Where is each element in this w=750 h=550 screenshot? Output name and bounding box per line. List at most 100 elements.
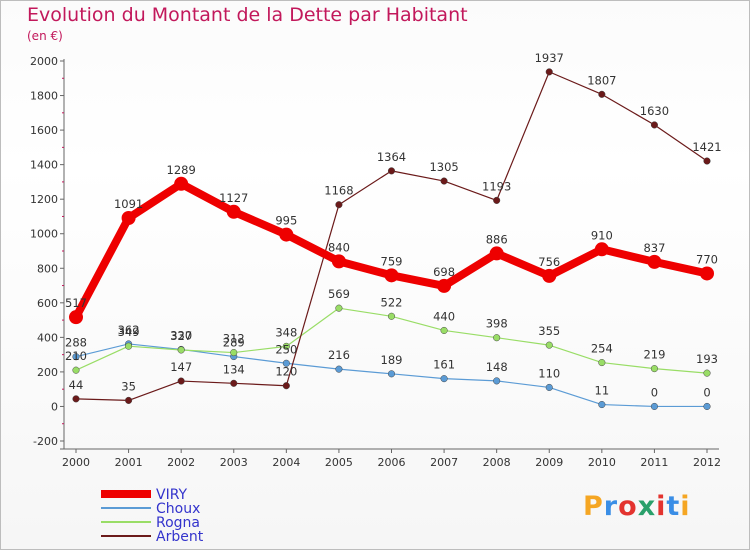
y-tick-label: 800 bbox=[37, 262, 58, 275]
data-label-rogna: 327 bbox=[170, 329, 192, 343]
data-label-choux: 0 bbox=[651, 385, 658, 399]
y-tick-label: 1200 bbox=[30, 193, 58, 206]
data-label-arbent: 1937 bbox=[535, 51, 564, 65]
x-tick-label: 2012 bbox=[693, 456, 721, 469]
data-point-rogna bbox=[335, 304, 343, 312]
data-label-choux: 289 bbox=[223, 336, 245, 350]
data-point-arbent bbox=[125, 396, 133, 404]
y-tick-label: 2000 bbox=[30, 55, 58, 68]
data-point-rogna bbox=[598, 359, 606, 367]
logo-letter: i bbox=[680, 491, 691, 522]
data-point-arbent bbox=[493, 196, 501, 204]
data-point-choux bbox=[387, 370, 396, 378]
data-point-viry bbox=[331, 254, 346, 269]
x-tick-label: 2008 bbox=[483, 456, 511, 469]
data-label-arbent: 1193 bbox=[482, 179, 511, 193]
y-tick-label: 0 bbox=[51, 400, 58, 413]
data-point-arbent bbox=[650, 121, 658, 129]
y-tick-label: 600 bbox=[37, 297, 58, 310]
data-label-arbent: 1807 bbox=[587, 73, 616, 87]
x-tick-label: 2005 bbox=[325, 456, 353, 469]
data-point-arbent bbox=[72, 395, 80, 403]
data-label-choux: 288 bbox=[65, 336, 87, 350]
data-label-viry: 837 bbox=[643, 241, 665, 255]
data-point-rogna bbox=[545, 341, 553, 349]
data-label-viry: 886 bbox=[486, 232, 508, 246]
data-label-choux: 110 bbox=[538, 366, 560, 380]
data-point-choux bbox=[72, 353, 80, 361]
y-tick-label: 400 bbox=[37, 331, 58, 344]
data-label-rogna: 440 bbox=[433, 309, 455, 323]
data-point-arbent bbox=[598, 90, 606, 98]
data-point-choux bbox=[598, 401, 606, 409]
data-point-viry bbox=[121, 211, 136, 226]
data-point-rogna bbox=[230, 349, 238, 357]
data-point-viry bbox=[647, 254, 662, 269]
data-label-viry: 698 bbox=[433, 265, 455, 279]
y-tick-label: 1600 bbox=[30, 124, 58, 137]
data-label-choux: 362 bbox=[118, 323, 140, 337]
data-point-choux bbox=[282, 359, 290, 367]
legend-label-viry: VIRY bbox=[156, 487, 188, 503]
data-label-arbent: 147 bbox=[170, 360, 192, 374]
data-label-viry: 1289 bbox=[167, 163, 196, 177]
data-point-arbent bbox=[335, 201, 343, 209]
data-point-arbent bbox=[703, 157, 711, 165]
data-label-choux: 0 bbox=[703, 385, 710, 399]
x-tick-label: 2000 bbox=[62, 456, 90, 469]
data-point-viry bbox=[489, 246, 504, 261]
data-point-rogna bbox=[387, 312, 396, 320]
data-point-viry bbox=[594, 242, 609, 257]
data-point-arbent bbox=[177, 377, 185, 385]
y-tick-label: -200 bbox=[33, 435, 58, 448]
proxiti-logo: Proxiti bbox=[583, 491, 691, 522]
data-label-viry: 840 bbox=[328, 240, 350, 254]
data-label-arbent: 1421 bbox=[692, 140, 721, 154]
data-point-choux bbox=[545, 383, 553, 392]
data-point-rogna bbox=[125, 342, 133, 350]
x-tick-label: 2001 bbox=[115, 456, 143, 469]
data-label-arbent: 1630 bbox=[640, 104, 669, 118]
data-label-choux: 216 bbox=[328, 348, 350, 362]
data-point-choux bbox=[335, 365, 343, 373]
data-label-viry: 517 bbox=[65, 296, 87, 310]
data-label-rogna: 355 bbox=[538, 324, 560, 338]
data-label-viry: 1127 bbox=[219, 191, 248, 205]
data-label-choux: 189 bbox=[381, 353, 403, 367]
x-tick-label: 2011 bbox=[640, 456, 668, 469]
data-label-viry: 756 bbox=[538, 255, 560, 269]
data-label-rogna: 348 bbox=[275, 325, 297, 339]
data-point-viry bbox=[226, 204, 241, 219]
data-point-viry bbox=[69, 310, 83, 325]
data-label-arbent: 134 bbox=[223, 362, 245, 376]
x-tick-label: 2010 bbox=[588, 456, 616, 469]
data-point-viry bbox=[437, 278, 452, 293]
data-point-arbent bbox=[230, 379, 238, 387]
data-label-choux: 148 bbox=[486, 360, 508, 374]
x-tick-label: 2004 bbox=[272, 456, 300, 469]
data-point-arbent bbox=[440, 177, 448, 185]
data-label-rogna: 254 bbox=[591, 342, 613, 356]
x-tick-label: 2007 bbox=[430, 456, 458, 469]
logo-letter: i bbox=[656, 491, 667, 522]
logo-letter: P bbox=[583, 491, 604, 522]
data-label-arbent: 1364 bbox=[377, 150, 406, 164]
data-label-rogna: 210 bbox=[65, 349, 87, 363]
logo-letter: o bbox=[618, 491, 638, 522]
data-label-choux: 161 bbox=[433, 358, 455, 372]
data-label-viry: 995 bbox=[275, 214, 297, 228]
data-label-rogna: 312 bbox=[223, 332, 245, 346]
x-tick-label: 2002 bbox=[167, 456, 195, 469]
chart-title: Evolution du Montant de la Dette par Hab… bbox=[27, 4, 468, 26]
data-point-arbent bbox=[282, 382, 290, 390]
data-label-choux: 11 bbox=[595, 384, 610, 398]
y-tick-label: 200 bbox=[37, 366, 58, 379]
x-tick-label: 2006 bbox=[378, 456, 406, 469]
data-label-choux: 330 bbox=[170, 328, 192, 342]
data-point-viry bbox=[279, 227, 294, 242]
y-tick-label: 1800 bbox=[30, 90, 58, 103]
y-tick-label: 1000 bbox=[30, 228, 58, 241]
legend-label-arbent: Arbent bbox=[156, 529, 204, 545]
